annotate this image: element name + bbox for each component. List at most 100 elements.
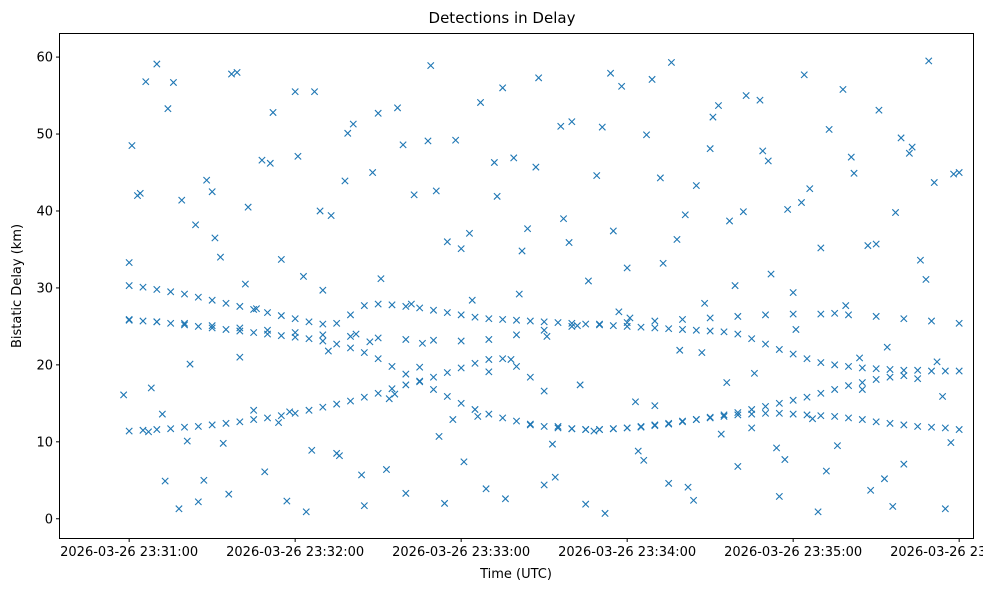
data-point <box>452 136 460 144</box>
data-point <box>797 198 806 207</box>
data-point <box>844 382 853 390</box>
data-point <box>515 290 523 298</box>
data-point <box>706 314 714 322</box>
data-point <box>900 315 908 323</box>
data-point <box>535 74 543 82</box>
data-point <box>875 106 883 114</box>
data-point <box>554 424 562 432</box>
data-point <box>357 471 366 479</box>
data-point <box>399 141 407 149</box>
data-point <box>955 319 963 327</box>
data-point <box>748 335 756 343</box>
data-point <box>831 361 839 369</box>
data-point <box>208 421 216 429</box>
data-point <box>947 438 955 447</box>
data-point <box>374 355 382 363</box>
data-point <box>333 449 341 457</box>
data-point <box>366 338 374 346</box>
data-point <box>252 305 261 313</box>
data-point <box>800 71 808 79</box>
data-point <box>327 212 335 220</box>
data-point <box>900 460 908 468</box>
data-point <box>291 315 299 323</box>
data-point <box>817 389 825 397</box>
data-point <box>236 418 244 426</box>
data-point <box>374 300 382 308</box>
data-point <box>930 178 938 187</box>
data-point <box>512 362 521 370</box>
x-axis: 2026-03-26 23:31:00 2026-03-26 23:32:00 20… <box>60 538 983 560</box>
data-point <box>739 208 747 216</box>
data-point <box>540 387 548 395</box>
data-point <box>872 240 880 248</box>
data-point <box>346 344 355 352</box>
data-point <box>440 499 449 507</box>
data-point <box>482 485 490 493</box>
data-point <box>540 422 548 431</box>
data-point <box>263 414 272 422</box>
data-point <box>333 340 341 348</box>
data-point <box>748 424 756 432</box>
data-point <box>706 145 714 153</box>
data-point <box>443 238 451 246</box>
data-point <box>374 334 382 342</box>
x-tick-label: 2026-03-26 23:35:00 <box>724 545 862 560</box>
data-point <box>471 359 479 367</box>
data-point <box>139 317 147 325</box>
data-point <box>391 390 399 398</box>
data-point <box>225 490 233 498</box>
data-point <box>678 315 687 324</box>
x-axis-label: Time (UTC) <box>479 567 552 582</box>
data-point <box>595 425 604 434</box>
data-point <box>139 283 147 291</box>
data-point <box>789 310 797 318</box>
data-point <box>499 315 507 324</box>
data-point <box>548 440 557 448</box>
data-point <box>147 384 155 392</box>
data-point <box>775 399 783 407</box>
data-point <box>916 256 925 264</box>
data-point <box>692 181 700 190</box>
data-point <box>424 137 432 145</box>
data-point <box>540 481 548 489</box>
data-point <box>167 425 175 433</box>
chart-title: Detections in Delay <box>429 9 576 27</box>
data-point <box>305 335 313 343</box>
data-point <box>759 147 767 155</box>
data-point <box>180 319 189 327</box>
data-point <box>817 358 825 367</box>
data-point <box>407 300 415 308</box>
data-point <box>222 419 230 427</box>
x-tick-label: 2026-03-26 23:33:00 <box>392 545 530 560</box>
data-point <box>153 425 161 434</box>
data-point <box>512 316 521 324</box>
data-point <box>720 328 728 336</box>
data-point <box>310 88 319 96</box>
data-point <box>775 409 783 417</box>
data-point <box>833 442 842 450</box>
data-point <box>582 320 590 328</box>
data-point <box>938 392 947 401</box>
data-point <box>457 311 465 319</box>
y-axis: 0 10 20 30 40 50 60 <box>36 51 60 527</box>
data-point <box>540 318 548 326</box>
data-point <box>476 98 485 107</box>
data-point <box>125 427 133 435</box>
data-point <box>814 508 822 516</box>
data-point <box>651 422 659 430</box>
data-point <box>748 410 756 418</box>
data-point <box>236 327 244 335</box>
data-point <box>637 323 645 331</box>
data-point <box>886 373 894 381</box>
data-point <box>263 308 272 317</box>
data-point <box>316 207 324 215</box>
data-point <box>698 348 706 357</box>
data-point <box>471 313 479 321</box>
data-point <box>402 489 410 497</box>
data-point <box>598 123 606 131</box>
data-point <box>656 174 664 182</box>
data-point <box>817 310 825 318</box>
data-point <box>665 479 673 487</box>
data-point <box>803 393 811 401</box>
data-point <box>651 324 659 332</box>
